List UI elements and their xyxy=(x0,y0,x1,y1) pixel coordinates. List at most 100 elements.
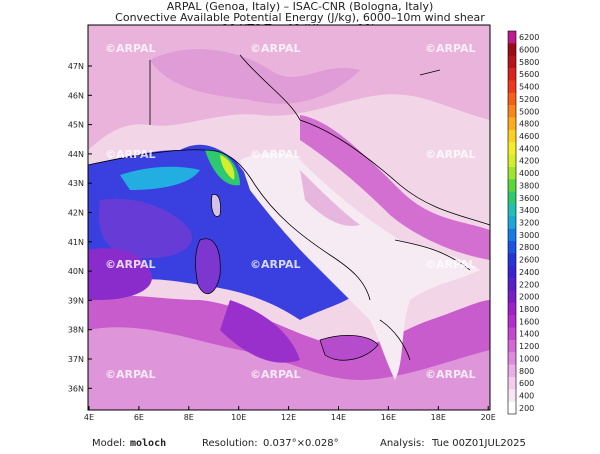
colorbar-label: 5600 xyxy=(519,70,539,79)
lat-label: 44N xyxy=(68,150,84,159)
colorbar-swatch xyxy=(508,302,516,316)
colorbar-label: 5200 xyxy=(519,95,539,104)
lat-label: 37N xyxy=(68,355,84,364)
colorbar-label: 800 xyxy=(519,367,534,376)
colorbar-swatch xyxy=(508,203,516,217)
map xyxy=(87,24,491,411)
colorbar-swatch xyxy=(508,43,516,57)
colorbar-label: 3200 xyxy=(519,219,539,228)
colorbar-label: 400 xyxy=(519,391,534,400)
watermark: ©ARPAL xyxy=(425,42,476,55)
colorbar-label: 600 xyxy=(519,379,534,388)
lat-label: 43N xyxy=(68,179,84,188)
analysis: Tue 00Z01JUL2025 xyxy=(431,438,526,449)
colorbar-swatch xyxy=(508,166,516,180)
colorbar-swatch xyxy=(508,142,516,155)
colorbar-swatch xyxy=(508,241,516,254)
colorbar-label: 3400 xyxy=(519,206,539,215)
colorbar-label: 1400 xyxy=(519,330,539,339)
watermark: ©ARPAL xyxy=(105,148,156,161)
watermark: ©ARPAL xyxy=(425,148,476,161)
watermark: ©ARPAL xyxy=(250,258,301,271)
colorbar-label: 5000 xyxy=(519,107,539,116)
colorbar-swatch xyxy=(508,352,516,365)
colorbar-swatch xyxy=(508,92,516,106)
colorbar-swatch xyxy=(508,55,516,69)
colorbar-label: 1200 xyxy=(519,342,539,351)
colorbar-label: 1000 xyxy=(519,354,539,363)
colorbar-label: 4000 xyxy=(519,169,539,178)
colorbar-swatch xyxy=(508,105,516,118)
model: moloch xyxy=(130,438,166,449)
colorbar-label: 6200 xyxy=(519,33,539,42)
colorbar-label: 4200 xyxy=(519,157,539,166)
lon-label: 18E xyxy=(431,413,446,422)
lat-label: 42N xyxy=(68,209,84,218)
lon-label: 16E xyxy=(381,413,396,422)
colorbar-swatch xyxy=(508,216,516,229)
colorbar-label: 6000 xyxy=(519,46,539,55)
colorbar: 6200 6000 5800 5600 5400 5200 5000 4800 4600 4400… xyxy=(507,30,539,415)
colorbar-label: 5400 xyxy=(519,83,539,92)
model-label: Model: xyxy=(92,438,125,449)
title-line: Convective Available Potential Energy (J… xyxy=(115,11,485,24)
watermark: ©ARPAL xyxy=(105,42,156,55)
lat-label: 46N xyxy=(68,91,84,100)
colorbar-label: 4600 xyxy=(519,132,539,141)
colorbar-swatch xyxy=(508,265,516,279)
title-line: ARPAL (Genoa, Italy) – ISAC-CNR (Bologna… xyxy=(167,0,434,13)
colorbar-swatch xyxy=(508,327,516,341)
colorbar-label: 2000 xyxy=(519,293,539,302)
colorbar-label: 3800 xyxy=(519,181,539,190)
lon-label: 10E xyxy=(231,413,246,422)
colorbar-label: 1600 xyxy=(519,317,539,326)
lat-label: 36N xyxy=(68,384,84,393)
res-label: Resolution: xyxy=(202,438,258,449)
watermark: ©ARPAL xyxy=(425,368,476,381)
watermark: ©ARPAL xyxy=(105,368,156,381)
lon-label: 8E xyxy=(184,413,194,422)
lon-label: 12E xyxy=(281,413,296,422)
colorbar-label: 2200 xyxy=(519,280,539,289)
colorbar-label: 2400 xyxy=(519,268,539,277)
lat-label: 40N xyxy=(68,267,84,276)
colorbar-swatch xyxy=(508,191,516,205)
watermark: ©ARPAL xyxy=(250,368,301,381)
lat-label: 38N xyxy=(68,326,84,335)
colorbar-swatch xyxy=(508,228,516,242)
watermark: ©ARPAL xyxy=(105,258,156,271)
lat-label: 47N xyxy=(68,62,84,71)
colorbar-swatch xyxy=(508,129,516,143)
lat-label: 41N xyxy=(68,238,84,247)
colorbar-swatch xyxy=(508,278,516,291)
watermarks: ©ARPAL ©ARPAL ©ARPAL ©ARPAL ©ARPAL ©ARPAL ©ARP… xyxy=(105,42,476,381)
colorbar-label: 4400 xyxy=(519,144,539,153)
colorbar-label: 1800 xyxy=(519,305,539,314)
analysis-label: Analysis: xyxy=(380,438,425,449)
colorbar-swatch xyxy=(508,315,516,328)
lon-label: 4E xyxy=(84,413,94,422)
colorbar-swatch xyxy=(508,31,516,44)
colorbar-label: 4800 xyxy=(519,120,539,129)
colorbar-swatch xyxy=(508,290,516,304)
colorbar-label: 2600 xyxy=(519,256,539,265)
colorbar-swatch xyxy=(508,179,516,192)
colorbar-swatch xyxy=(508,364,516,378)
lon-label: 6E xyxy=(134,413,144,422)
colorbar-frame xyxy=(507,30,517,415)
res: 0.037°×0.028° xyxy=(263,438,339,449)
lat-label: 39N xyxy=(68,296,84,305)
watermark: ©ARPAL xyxy=(250,42,301,55)
watermark: ©ARPAL xyxy=(250,148,301,161)
colorbar-swatch xyxy=(508,68,516,81)
colorbar-swatch xyxy=(508,253,516,267)
lat-label: 45N xyxy=(68,121,84,130)
colorbar-swatch xyxy=(508,401,516,415)
lon-label: 20E xyxy=(481,413,496,422)
colorbar-swatch xyxy=(508,339,516,353)
colorbar-label: 2800 xyxy=(519,243,539,252)
lat-axis: 47N 46N 45N 44N 43N 42N 41N 40N 39N 38N 37N 36N xyxy=(68,62,92,393)
colorbar-label: 5800 xyxy=(519,58,539,67)
colorbar-label: 200 xyxy=(519,404,534,413)
